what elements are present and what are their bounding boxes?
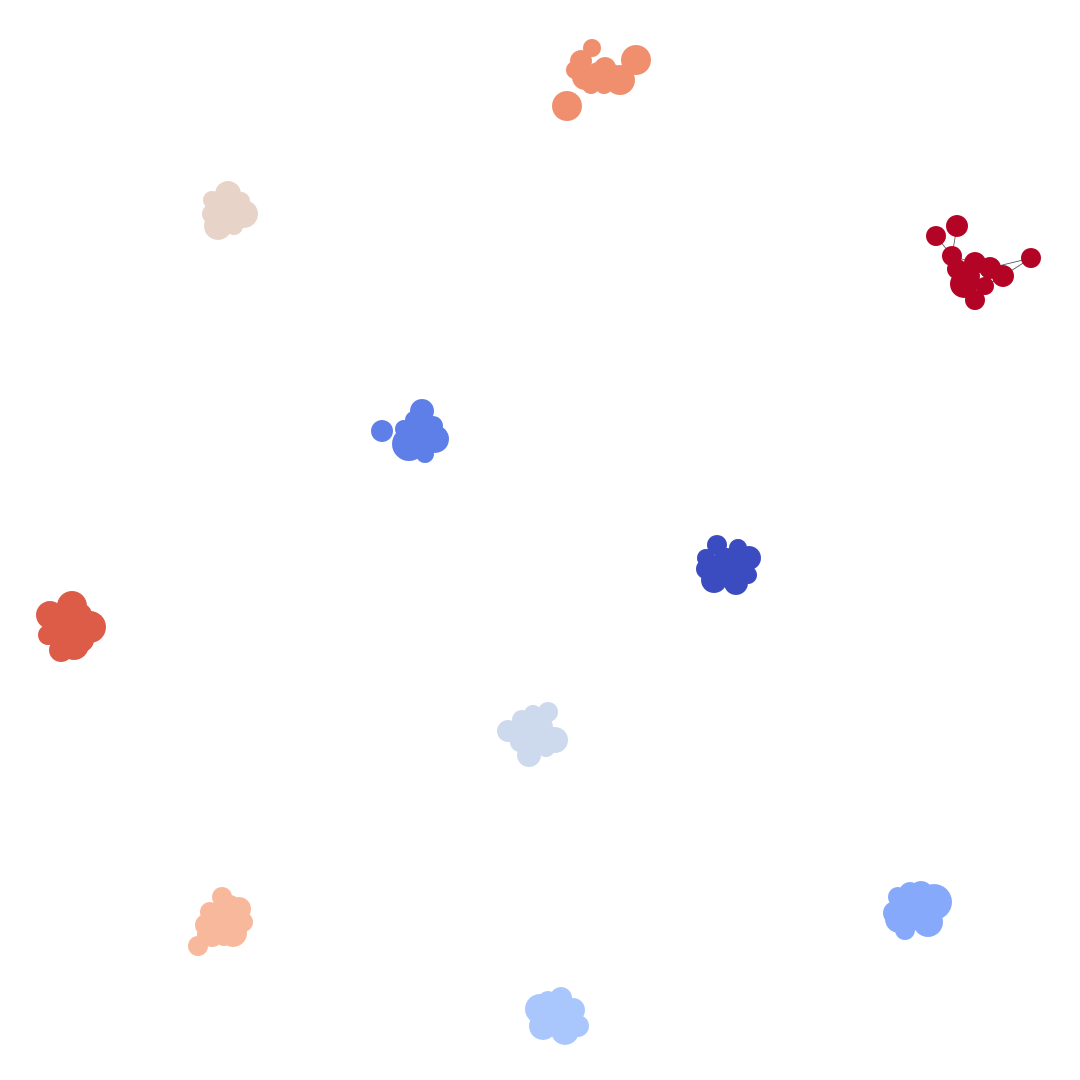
cluster-3-node-6 — [992, 265, 1014, 287]
cluster-1-node-6 — [621, 45, 651, 75]
nodes-layer — [36, 39, 1041, 1045]
cluster-3-node-1 — [926, 226, 946, 246]
cluster-5-node-11 — [728, 554, 752, 578]
cluster-8-node-11 — [204, 913, 228, 937]
cluster-1-node-11 — [566, 61, 584, 79]
cluster-2-node-7 — [232, 192, 250, 210]
cluster-4-node-8 — [417, 435, 437, 455]
cluster-6-node-7 — [68, 603, 92, 627]
cluster-3-node-10 — [960, 266, 980, 286]
cluster-1 — [552, 39, 651, 121]
cluster-5-node-10 — [708, 556, 728, 576]
cluster-4-node-1 — [371, 420, 393, 442]
cluster-2 — [202, 181, 258, 240]
cluster-6-node-8 — [46, 614, 70, 638]
cluster-3-node-7 — [1021, 248, 1041, 268]
cluster-3 — [926, 215, 1041, 310]
cluster-4 — [371, 399, 449, 463]
cluster-9 — [883, 881, 952, 940]
cluster-1-node-2 — [583, 39, 601, 57]
cluster-3-node-11 — [976, 277, 994, 295]
cluster-10-node-9 — [538, 991, 558, 1011]
cluster-1-node-0 — [552, 91, 582, 121]
cluster-7 — [497, 702, 568, 767]
cluster-3-node-0 — [946, 215, 968, 237]
cluster-6-node-9 — [70, 628, 94, 652]
cluster-4-node-9 — [405, 411, 423, 429]
cluster-2-node-9 — [216, 212, 236, 232]
cluster-7-node-11 — [506, 726, 524, 744]
cluster-5 — [696, 535, 761, 595]
cluster-1-node-10 — [602, 64, 622, 84]
cluster-3-node-9 — [965, 290, 985, 310]
cluster-9-node-10 — [897, 905, 923, 931]
cluster-10 — [525, 987, 589, 1045]
cluster-8-node-12 — [220, 895, 240, 915]
cluster-6 — [36, 591, 106, 662]
cluster-8 — [188, 887, 253, 956]
